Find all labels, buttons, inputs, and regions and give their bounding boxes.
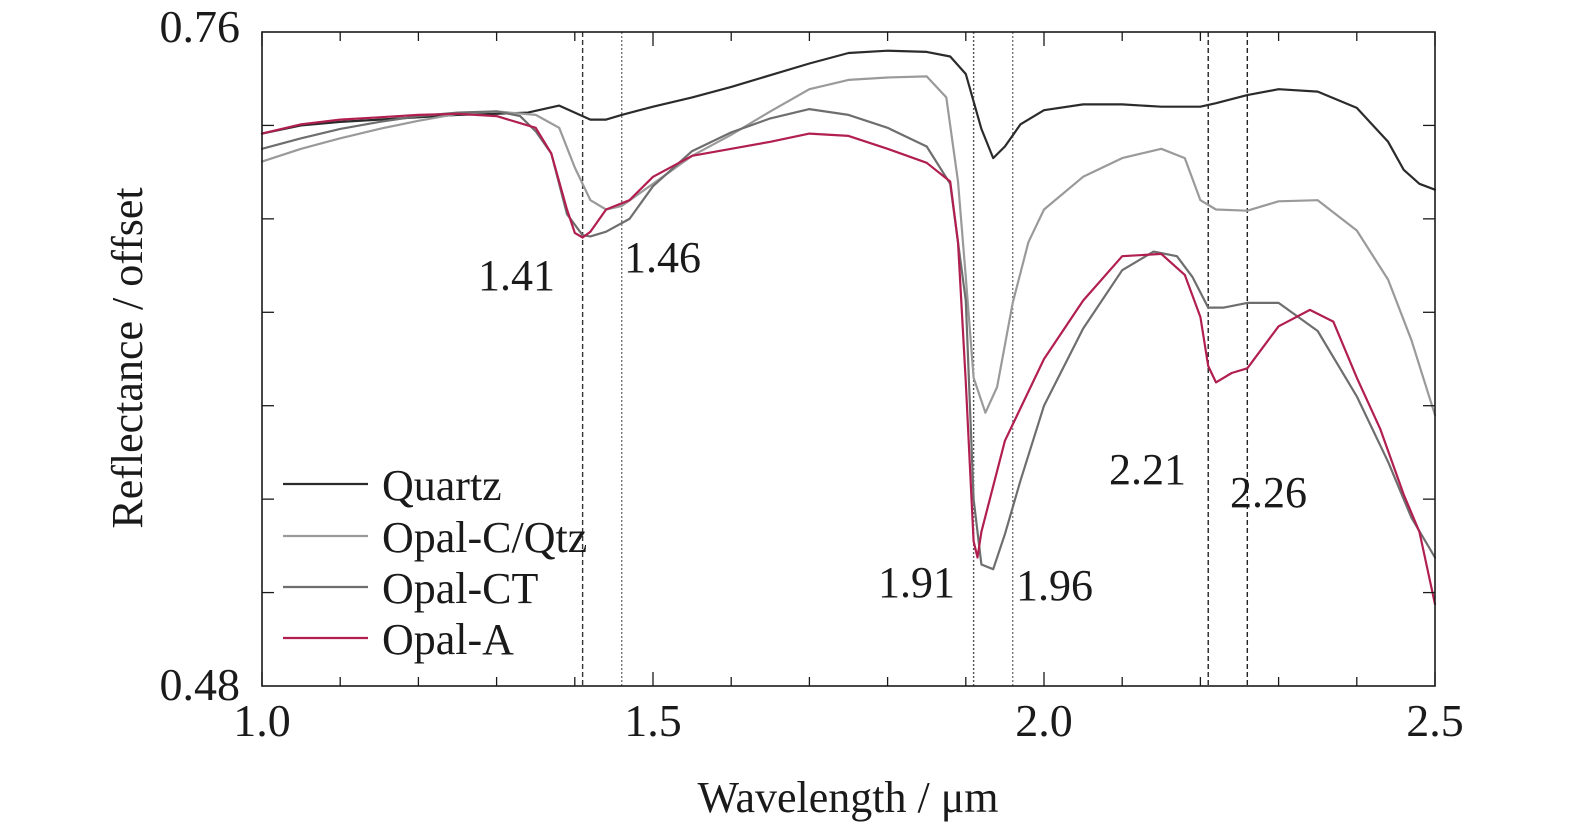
y-tick-label-bottom: 0.48: [160, 659, 241, 710]
legend-label-opal-ct: Opal-CT: [382, 564, 539, 613]
series-line-quartz: [260, 49, 1437, 191]
series-line-opal-c-qtz: [260, 75, 1437, 417]
annotation-2-21: 2.21: [1109, 445, 1186, 494]
annotation-1-41: 1.41: [478, 251, 555, 300]
spectra-series: [260, 49, 1437, 606]
legend-label-opal-c-qtz: Opal-C/Qtz: [382, 513, 587, 562]
annotation-1-46: 1.46: [624, 233, 701, 282]
annotation-1-96: 1.96: [1016, 561, 1093, 610]
x-tick-label: 2.5: [1406, 695, 1464, 746]
series-line-opal-ct: [260, 108, 1437, 571]
x-tick-label: 1.0: [233, 695, 291, 746]
series-line-opal-a: [260, 112, 1437, 606]
y-axis-label: Reflectance / offset: [103, 187, 152, 528]
annotation-1-91: 1.91: [878, 558, 955, 607]
legend-label-opal-a: Opal-A: [382, 615, 514, 664]
x-tick-label: 2.0: [1015, 695, 1073, 746]
x-axis-label: Wavelength / μm: [697, 773, 998, 822]
x-tick-label: 1.5: [624, 695, 682, 746]
y-tick-label-top: 0.76: [160, 1, 241, 52]
legend-label-quartz: Quartz: [382, 461, 502, 510]
annotation-2-26: 2.26: [1230, 468, 1307, 517]
plot-frame: [261, 31, 1436, 687]
plot-area-border: [261, 31, 1436, 687]
band-marker-lines: [581, 32, 1249, 686]
legend: Quartz Opal-C/Qtz Opal-CT Opal-A: [283, 461, 587, 664]
axis-ticks: [261, 32, 1436, 686]
